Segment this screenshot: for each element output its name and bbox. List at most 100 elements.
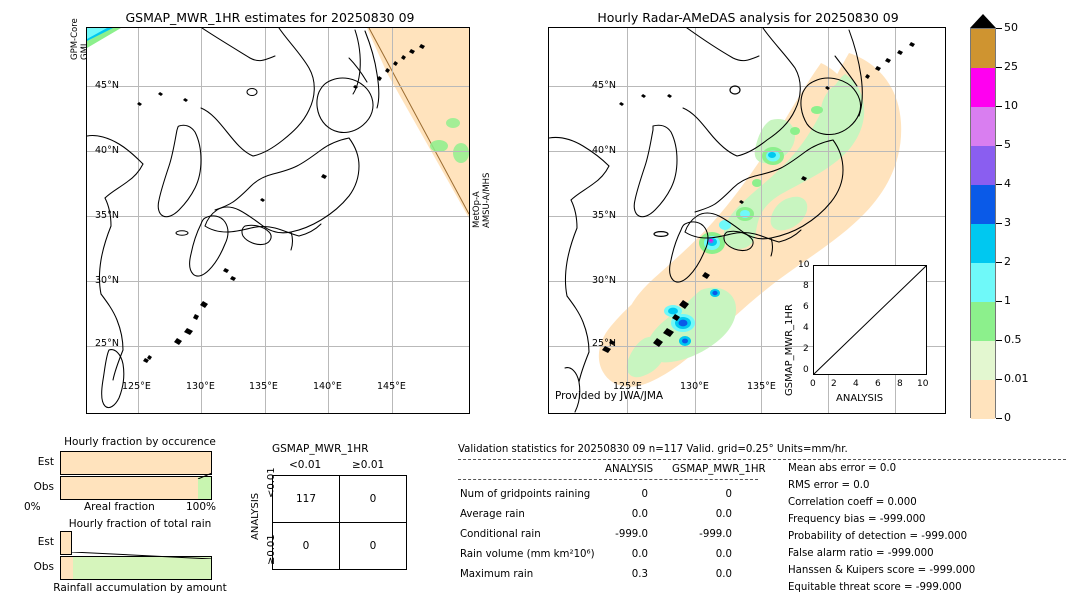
left-map-coastlines [87,28,425,409]
left-map-gridline-lat [87,281,469,282]
colorbar-tick-mark [996,184,1002,185]
left-map-xtick: 135°E [249,381,278,392]
occurrence-chart-connector [197,473,212,479]
bar-segment [61,477,198,499]
colorbar-tick-label: 3 [1004,216,1011,229]
scatter-inset-ytick: 4 [803,323,809,333]
contingency-table: 117 0 0 0 [272,475,407,570]
occurrence-chart-row-label: Obs [33,481,54,493]
left-panel-sensor-label-metop-line1: MetOp-A [472,191,482,228]
left-map-gridline-lat [87,216,469,217]
left-map-gridline-lon [392,28,393,413]
colorbar-segment [971,302,995,341]
validation-row-estimate: 0.0 [715,509,732,520]
right-panel-title: Hourly Radar-AMeDAS analysis for 2025083… [597,10,899,25]
amount-chart-xlabel: Rainfall accumulation by amount [53,582,227,594]
right-map-gridline-lat [549,86,945,87]
left-map-gridline-lon [265,28,266,413]
colorbar-tick-label: 10 [1004,99,1018,112]
colorbar-segment [971,341,995,380]
validation-score: Mean abs error = 0.0 [788,463,897,474]
validation-row-estimate: 0.0 [715,569,732,580]
colorbar-tick-mark [996,67,1002,68]
right-map-xtick: 135°E [747,381,776,392]
bar-segment [197,477,211,499]
amount-chart-row-label: Est [37,536,54,548]
validation-row-estimate: -999.0 [699,529,732,540]
validation-row-analysis: 0 [641,489,648,500]
validation-row-estimate: 0.0 [715,549,732,560]
colorbar[interactable] [970,14,996,419]
validation-row-name: Conditional rain [460,529,541,540]
colorbar-segment [971,29,995,68]
right-map-gridline-lon [761,28,762,413]
bar-segment [61,557,73,579]
right-map-precipitation-field [598,53,902,387]
validation-score: Correlation coeff = 0.000 [788,497,917,508]
left-map-gridline-lat [87,86,469,87]
validation-score: Hanssen & Kuipers score = -999.000 [788,565,976,576]
left-map-gridline-lon [138,28,139,413]
colorbar-tick-mark [996,262,1002,263]
scatter-inset-ytick: 10 [798,260,810,270]
colorbar-tick-mark [996,418,1002,419]
validation-col-rule [458,479,758,480]
right-map-xtick: 125°E [613,381,642,392]
contingency-cell-hit: 0 [339,522,407,570]
right-map-coastlines [549,28,915,413]
colorbar-tick-label: 0.01 [1004,372,1029,385]
contingency-cell-false-alarm: 0 [339,475,407,523]
right-map-ytick: 40°N [592,145,616,156]
left-map-panel[interactable] [86,27,470,414]
occurrence-chart-xmin-label: 0% [24,501,41,513]
left-map-ytick: 40°N [95,145,119,156]
colorbar-tick-label: 0.5 [1004,333,1022,346]
right-map-gridline-lon [695,28,696,413]
occurrence-chart-bar-obs [60,476,212,500]
validation-row-name: Average rain [460,509,525,520]
contingency-cell-hit-none: 117 [272,475,340,523]
left-map-gridline-lon [328,28,329,413]
right-map-ytick: 45°N [592,80,616,91]
scatter-inset-ytick: 0 [803,365,809,375]
occurrence-chart-row-label: Est [37,456,54,468]
amount-chart-row-label: Obs [33,561,54,573]
validation-row-analysis: 0.0 [631,509,648,520]
scatter-inset-reference-line [813,265,927,375]
right-map-credit: Provided by JWA/JMA [555,390,664,402]
colorbar-tick-mark [996,379,1002,380]
scatter-inset-plot[interactable] [813,265,927,375]
left-map-ytick: 30°N [95,275,119,286]
validation-score: Equitable threat score = -999.000 [788,582,962,593]
scatter-inset-xtick: 2 [831,379,837,389]
amount-chart-bar-obs [60,556,212,580]
validation-row-analysis: -999.0 [615,529,648,540]
left-map-xtick: 145°E [377,381,406,392]
colorbar-segment [971,185,995,224]
colorbar-tick-label: 1 [1004,294,1011,307]
colorbar-segment [971,68,995,107]
validation-score: Probability of detection = -999.000 [788,531,968,542]
left-map-gridline-lon [201,28,202,413]
right-map-gridline-lon [895,28,896,413]
table-row: 0 0 [272,522,407,570]
amount-chart-title: Hourly fraction of total rain [68,518,212,530]
colorbar-tick-label: 25 [1004,60,1018,73]
right-map-panel[interactable]: Provided by JWA/JMA [548,27,946,414]
validation-row-name: Rain volume (mm km²10⁶) [460,549,595,560]
amount-chart-connector [71,552,213,559]
scatter-inset-ylabel: GSMAP_MWR_1HR [784,304,795,396]
scatter-inset-ytick: 2 [803,344,809,354]
bar-segment [73,557,211,579]
left-map-xtick: 140°E [313,381,342,392]
right-map-gridline-lat [549,281,945,282]
right-map-xtick: 130°E [680,381,709,392]
left-panel-sensor-label-gpm-line1: GPM-Core [70,18,80,60]
left-map-ytick: 35°N [95,210,119,221]
colorbar-tick-mark [996,106,1002,107]
left-map-xtick: 125°E [122,381,151,392]
validation-score: RMS error = 0.0 [788,480,870,491]
colorbar-tick-label: 2 [1004,255,1011,268]
right-map-gridline-lon [627,28,628,413]
validation-row-analysis: 0.0 [631,549,648,560]
